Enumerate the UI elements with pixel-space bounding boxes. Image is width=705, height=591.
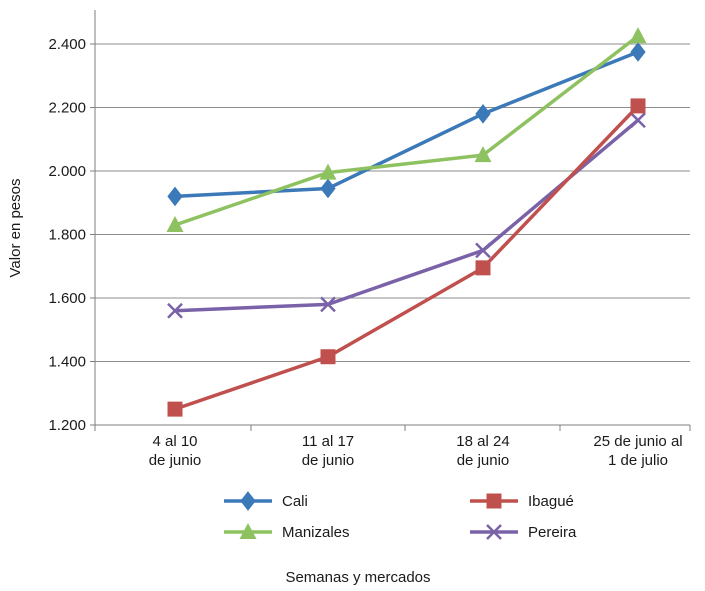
x-axis-label: Semanas y mercados: [285, 569, 430, 586]
legend-label: Cali: [282, 493, 308, 510]
series-line: [174, 34, 640, 227]
axes: [90, 10, 691, 431]
triangle-marker: [166, 215, 184, 232]
diamond-marker: [167, 186, 183, 207]
y-axis-label: Valor en pesos: [7, 179, 24, 278]
legend-label: Manizales: [282, 524, 350, 541]
legend-label: Pereira: [528, 524, 577, 541]
y-tick-label: 1.800: [48, 227, 86, 244]
series-line: [174, 50, 639, 199]
diamond-marker: [320, 178, 336, 199]
series-lines: [166, 27, 647, 417]
x-marker: [475, 242, 491, 259]
x-tick-label: 4 al 10 de junio: [149, 433, 202, 469]
square-marker: [630, 98, 646, 114]
series-manizales: [166, 27, 647, 232]
y-tick-label: 2.400: [48, 36, 86, 53]
triangle-marker: [239, 523, 257, 539]
series-ibagu: [167, 98, 646, 417]
legend-item: Pereira: [470, 524, 577, 541]
legend-item: Ibagué: [470, 493, 574, 510]
triangle-marker: [319, 163, 337, 180]
y-tick-label: 2.200: [48, 100, 86, 117]
y-tick-label: 2.000: [48, 163, 86, 180]
x-marker: [630, 112, 646, 129]
series-pereira: [167, 112, 646, 319]
legend-item: Cali: [224, 491, 308, 511]
y-tick-labels: 1.200 1.400 1.600 1.800 2.000 2.200 2.400: [48, 36, 86, 434]
legend-label: Ibagué: [528, 493, 574, 510]
y-tick-label: 1.200: [48, 417, 86, 434]
x-tick-label: 18 al 24 de junio: [456, 433, 509, 469]
triangle-marker: [474, 146, 492, 163]
series-cali: [167, 42, 646, 207]
square-marker: [167, 401, 183, 417]
square-marker: [320, 349, 336, 365]
legend-item: Manizales: [224, 523, 350, 541]
y-tick-label: 1.400: [48, 354, 86, 371]
x-marker: [486, 524, 502, 540]
square-marker: [486, 493, 502, 509]
gridlines: [95, 43, 690, 362]
legend: Cali Ibagué Manizales Pereira: [224, 491, 577, 541]
square-marker: [475, 260, 491, 276]
diamond-marker: [240, 491, 256, 511]
series-line: [174, 104, 640, 411]
diamond-marker: [475, 104, 491, 124]
x-tick-label: 25 de junio al 1 de julio: [593, 433, 682, 469]
x-marker: [167, 302, 183, 319]
x-tick-labels: 4 al 10 de junio 11 al 17 de junio 18 al 24 d…: [149, 433, 683, 469]
x-tick-label: 11 al 17 de junio: [302, 433, 355, 469]
y-tick-label: 1.600: [48, 290, 86, 307]
diamond-marker: [630, 42, 646, 62]
x-marker: [320, 296, 336, 313]
triangle-marker: [629, 27, 647, 44]
